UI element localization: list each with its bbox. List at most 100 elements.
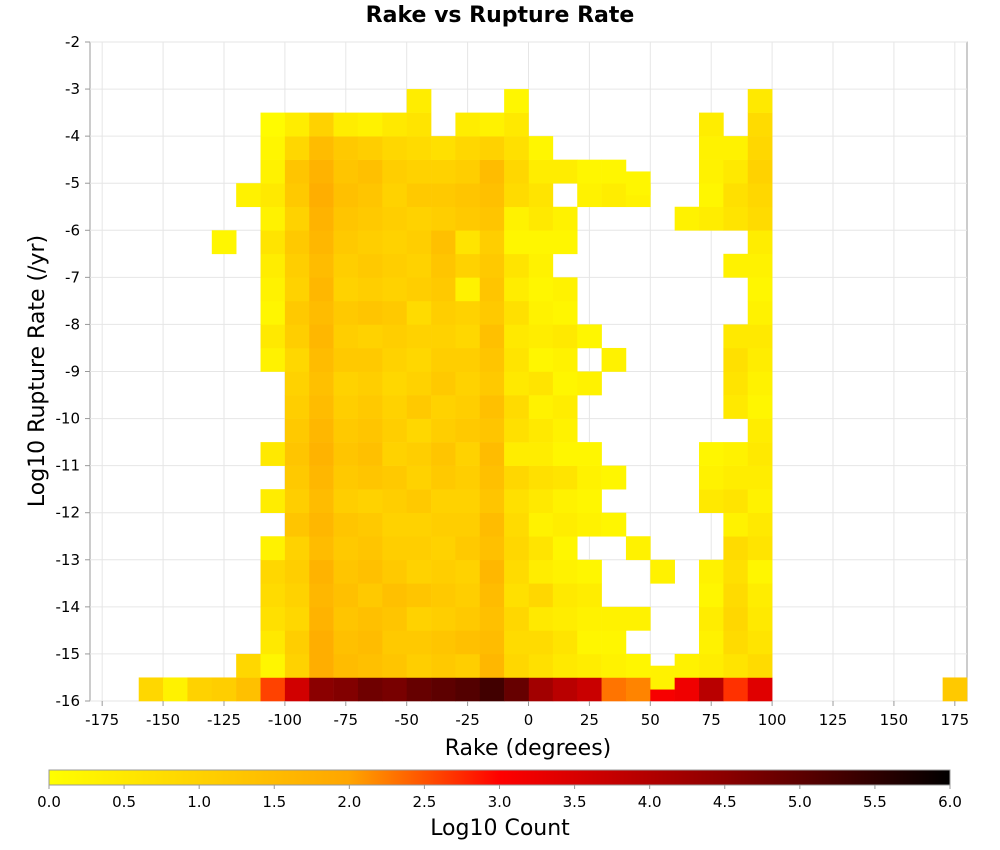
heatmap-cell	[406, 653, 432, 678]
heatmap-cell	[382, 512, 407, 537]
heatmap-cell	[211, 230, 237, 255]
heatmap-cell	[577, 653, 602, 678]
heatmap-cell	[747, 630, 773, 655]
heatmap-cell	[479, 583, 505, 608]
heatmap-cell	[357, 465, 383, 490]
heatmap-cell	[479, 277, 505, 302]
heatmap-cell	[406, 300, 432, 325]
colorbar-tick-label: 5.0	[788, 793, 812, 811]
heatmap-cell	[333, 559, 359, 584]
heatmap-cell	[309, 489, 334, 514]
heatmap-cell	[479, 371, 505, 396]
heatmap-cell	[382, 442, 407, 466]
heatmap-cell	[601, 159, 627, 184]
heatmap-cell	[577, 606, 602, 631]
heatmap-cell	[528, 512, 554, 537]
heatmap-cell	[406, 112, 432, 137]
heatmap-cell	[382, 606, 407, 631]
y-tick-label: -2	[65, 33, 80, 51]
heatmap-cell	[699, 465, 724, 490]
heatmap-cell	[699, 653, 724, 678]
heatmap-cell	[357, 371, 383, 396]
heatmap-cell	[431, 653, 456, 678]
heatmap-cell	[357, 442, 383, 466]
heatmap-cell	[455, 253, 481, 278]
colorbar-tick-label: 2.0	[337, 793, 361, 811]
heatmap-cell	[747, 136, 773, 160]
heatmap-cell	[455, 559, 481, 584]
colorbar-tick-label: 1.0	[187, 793, 211, 811]
heatmap-cell	[504, 583, 529, 608]
heatmap-cell	[455, 230, 481, 255]
heatmap-cell	[455, 653, 481, 678]
heatmap-cell	[431, 677, 456, 702]
heatmap-cell	[552, 277, 578, 302]
heatmap-cell	[333, 206, 359, 231]
heatmap-cell	[260, 583, 286, 608]
heatmap-cell	[723, 159, 749, 184]
heatmap-cell	[382, 418, 407, 443]
heatmap-cell	[747, 159, 773, 184]
heatmap-cell	[699, 136, 724, 160]
heatmap-cell	[723, 136, 749, 160]
heatmap-cell	[699, 442, 724, 466]
heatmap-cell	[479, 347, 505, 372]
colorbar-tick-label: 3.5	[563, 793, 587, 811]
heatmap-cell	[333, 442, 359, 466]
heatmap-cell	[333, 677, 359, 702]
heatmap-cell	[260, 677, 286, 702]
y-tick-label: -14	[56, 598, 81, 616]
heatmap-cell	[747, 112, 773, 137]
heatmap-cell	[723, 371, 749, 396]
heatmap-cell	[333, 371, 359, 396]
heatmap-cell	[528, 277, 554, 302]
heatmap-cell	[431, 536, 456, 561]
heatmap-cell	[382, 253, 407, 278]
heatmap-cell	[747, 206, 773, 231]
heatmap-cell	[479, 183, 505, 208]
heatmap-cell	[504, 630, 529, 655]
heatmap-cell	[333, 489, 359, 514]
heatmap-cell	[431, 395, 456, 419]
heatmap-cell	[309, 512, 334, 537]
heatmap-cell	[431, 183, 456, 208]
heatmap-cell	[747, 347, 773, 372]
heatmap-cell	[699, 489, 724, 514]
heatmap-cell	[406, 418, 432, 443]
x-tick-label: 50	[641, 711, 660, 729]
heatmap-cell	[577, 630, 602, 655]
heatmap-cell	[479, 512, 505, 537]
heatmap-cell	[357, 136, 383, 160]
heatmap-cell	[382, 653, 407, 678]
x-tick-label: 125	[819, 711, 848, 729]
heatmap-cell	[747, 277, 773, 302]
heatmap-cell	[406, 677, 432, 702]
heatmap-cell	[357, 183, 383, 208]
heatmap-cell	[625, 677, 651, 702]
heatmap-cell	[601, 465, 627, 490]
heatmap-cell	[406, 206, 432, 231]
heatmap-cell	[577, 159, 602, 184]
colorbar-ticks: 0.0 0.5 1.0 1.5 2.0 2.5 3.0 3.5 4.0 4.5 5.0 5.5 6.0	[37, 785, 962, 811]
heatmap-cell	[674, 677, 700, 702]
x-axis-label: Rake (degrees)	[445, 736, 612, 761]
heatmap-cell	[284, 536, 310, 561]
heatmap-cell	[382, 183, 407, 208]
heatmap-cell	[504, 395, 529, 419]
heatmap-cell	[699, 183, 724, 208]
heatmap-cell	[309, 442, 334, 466]
heatmap-cell	[382, 559, 407, 584]
heatmap-cell	[357, 606, 383, 631]
heatmap-cell	[552, 559, 578, 584]
heatmap-cell	[504, 442, 529, 466]
heatmap-cell	[333, 112, 359, 137]
heatmap-cell	[577, 489, 602, 514]
heatmap-cell	[699, 677, 724, 702]
heatmap-cell	[942, 677, 968, 702]
heatmap-cell	[284, 512, 310, 537]
heatmap-cell	[284, 395, 310, 419]
heatmap-cell	[382, 583, 407, 608]
heatmap-cell	[236, 677, 261, 702]
heatmap-cell	[260, 324, 286, 349]
heatmap-cell	[455, 465, 481, 490]
